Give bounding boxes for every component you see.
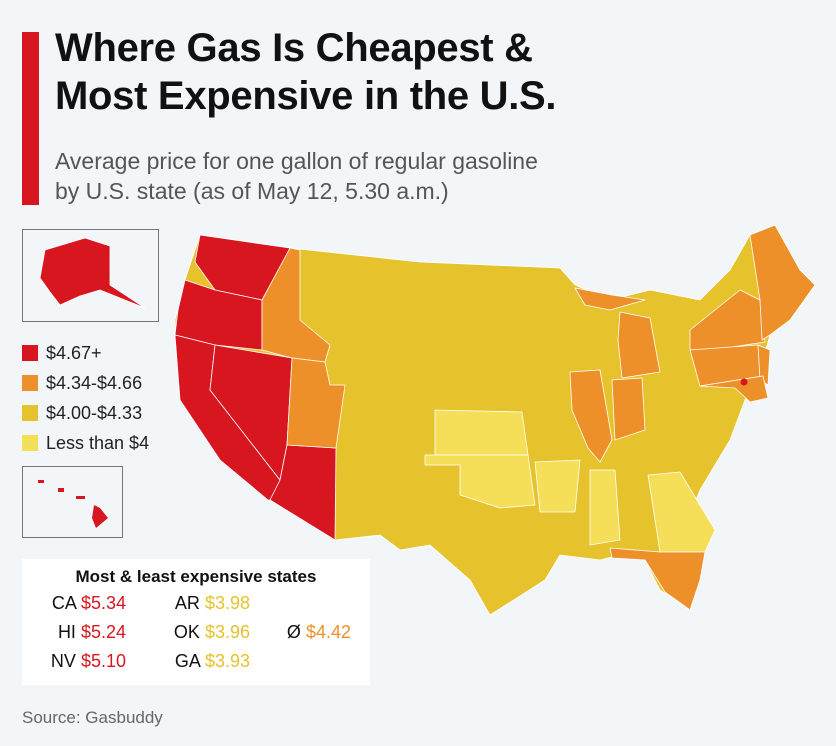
- most-row: HI $5.24: [58, 622, 126, 643]
- page-title: Where Gas Is Cheapest & Most Expensive i…: [55, 24, 557, 120]
- state-code: AR: [174, 593, 200, 613]
- average-row: Ø $4.42: [287, 622, 351, 643]
- subtitle-line-1: Average price for one gallon of regular …: [55, 148, 538, 174]
- legend-item: $4.67+: [22, 338, 149, 368]
- subtitle: Average price for one gallon of regular …: [55, 146, 538, 206]
- state-DC: [740, 378, 748, 386]
- state-HI: [38, 480, 108, 528]
- state-MI: [617, 311, 661, 379]
- legend: $4.67+ $4.34-$4.66 $4.00-$4.33 Less than…: [22, 338, 149, 458]
- average-symbol: Ø: [286, 622, 301, 642]
- subtitle-line-2: by U.S. state (as of May 12, 5.30 a.m.): [55, 178, 449, 204]
- state-IL: [569, 369, 613, 463]
- alaska-inset: [22, 229, 159, 322]
- legend-item: $4.00-$4.33: [22, 398, 149, 428]
- most-row: CA $5.34: [52, 593, 126, 614]
- legend-item: $4.34-$4.66: [22, 368, 149, 398]
- legend-label: Less than $4: [46, 432, 150, 453]
- title-line-1: Where Gas Is Cheapest &: [55, 26, 533, 70]
- average-price: $4.42: [305, 622, 351, 642]
- table-title: Most & least expensive states: [75, 567, 317, 586]
- state-GA: [647, 471, 716, 553]
- state-AK: [39, 237, 146, 309]
- state-UT: [286, 357, 346, 449]
- legend-label: $4.00-$4.33: [46, 402, 143, 423]
- state-MS: [589, 469, 621, 546]
- state-OR: [174, 279, 263, 351]
- state-code: GA: [174, 651, 200, 671]
- state-MD-DE: [699, 375, 769, 403]
- state-NJ: [757, 344, 771, 386]
- state-FL: [609, 547, 706, 611]
- hawaii-inset: [22, 466, 123, 538]
- legend-swatch: [22, 435, 38, 451]
- price-table: Most & least expensive states CA $5.34 H…: [22, 559, 370, 685]
- legend-label: $4.67+: [46, 342, 102, 363]
- state-code: CA: [51, 593, 76, 613]
- least-row: OK $3.96: [174, 622, 250, 643]
- price: $3.93: [204, 651, 250, 671]
- price: $5.10: [80, 651, 126, 671]
- legend-label: $4.34-$4.66: [46, 372, 143, 393]
- state-KS: [434, 409, 529, 456]
- least-row: GA $3.93: [175, 651, 250, 672]
- legend-swatch: [22, 405, 38, 421]
- source: Source: Gasbuddy: [22, 708, 163, 727]
- price: $3.98: [204, 593, 250, 613]
- legend-swatch: [22, 345, 38, 361]
- most-row: NV $5.10: [51, 651, 126, 672]
- state-AR: [534, 459, 581, 513]
- state-new-england: [749, 224, 816, 341]
- state-code: NV: [50, 651, 76, 671]
- least-row: AR $3.98: [175, 593, 250, 614]
- state-OK: [424, 454, 536, 509]
- price: $5.34: [80, 593, 126, 613]
- state-code: HI: [57, 622, 76, 642]
- state-ID: [261, 247, 331, 363]
- state-IN: [611, 377, 646, 441]
- state-MI-up: [574, 287, 646, 311]
- price: $5.24: [80, 622, 126, 642]
- legend-swatch: [22, 375, 38, 391]
- state-code: OK: [173, 622, 200, 642]
- accent-bar: [22, 32, 39, 205]
- legend-item: Less than $4: [22, 428, 149, 458]
- price: $3.96: [204, 622, 250, 642]
- title-line-2: Most Expensive in the U.S.: [55, 74, 557, 118]
